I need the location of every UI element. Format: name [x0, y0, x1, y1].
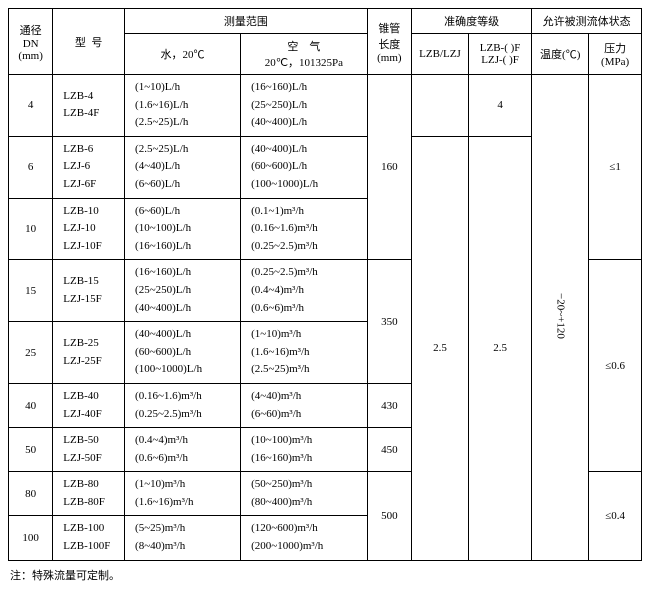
cell-air: (10~100)m³/h(16~160)m³/h: [241, 428, 368, 472]
th-model: 型 号: [53, 9, 125, 75]
cell-dn: 4: [9, 75, 53, 137]
th-dn: 通径DN(mm): [9, 9, 53, 75]
cell-water: (0.4~4)m³/h(0.6~6)m³/h: [125, 428, 241, 472]
cell-press: ≤0.6: [589, 260, 642, 472]
table-row: 4 LZB-4LZB-4F (1~10)L/h(1.6~16)L/h(2.5~2…: [9, 75, 642, 137]
cell-dn: 6: [9, 136, 53, 198]
th-length: 锥管长度(mm): [367, 9, 411, 75]
cell-length: 160: [367, 75, 411, 260]
cell-models: LZB-100LZB-100F: [53, 516, 125, 560]
cell-air: (0.1~1)m³/h(0.16~1.6)m³/h(0.25~2.5)m³/h: [241, 198, 368, 260]
cell-models: LZB-15LZJ-15F: [53, 260, 125, 322]
th-accuracy: 准确度等级: [411, 9, 531, 34]
cell-air: (0.25~2.5)m³/h(0.4~4)m³/h(0.6~6)m³/h: [241, 260, 368, 322]
cell-dn: 50: [9, 428, 53, 472]
cell-models: LZB-4LZB-4F: [53, 75, 125, 137]
cell-air: (50~250)m³/h(80~400)m³/h: [241, 472, 368, 516]
th-acc1: LZB/LZJ: [411, 34, 468, 75]
cell-models: LZB-25LZJ-25F: [53, 322, 125, 384]
th-acc2: LZB-( )FLZJ-( )F: [468, 34, 531, 75]
cell-water: (1~10)m³/h(1.6~16)m³/h: [125, 472, 241, 516]
th-press: 压力(MPa): [589, 34, 642, 75]
cell-length: 430: [367, 383, 411, 427]
spec-table: 通径DN(mm) 型 号 测量范围 锥管长度(mm) 准确度等级 允许被测流体状…: [8, 8, 642, 561]
cell-water: (6~60)L/h(10~100)L/h(16~160)L/h: [125, 198, 241, 260]
cell-models: LZB-6LZJ-6LZJ-6F: [53, 136, 125, 198]
cell-models: LZB-80LZB-80F: [53, 472, 125, 516]
cell-acc2: 2.5: [468, 136, 531, 560]
cell-dn: 15: [9, 260, 53, 322]
th-temp: 温度(℃): [532, 34, 589, 75]
th-air: 空 气20℃，101325Pa: [241, 34, 368, 75]
cell-acc1-blank: [411, 75, 468, 137]
cell-models: LZB-40LZJ-40F: [53, 383, 125, 427]
cell-length: 450: [367, 428, 411, 472]
cell-models: LZB-50LZJ-50F: [53, 428, 125, 472]
cell-water: (5~25)m³/h(8~40)m³/h: [125, 516, 241, 560]
cell-length: 350: [367, 260, 411, 384]
cell-air: (40~400)L/h(60~600)L/h(100~1000)L/h: [241, 136, 368, 198]
cell-air: (120~600)m³/h(200~1000)m³/h: [241, 516, 368, 560]
cell-length: 500: [367, 472, 411, 560]
cell-air: (16~160)L/h(25~250)L/h(40~400)L/h: [241, 75, 368, 137]
th-fluid: 允许被测流体状态: [532, 9, 642, 34]
cell-water: (16~160)L/h(25~250)L/h(40~400)L/h: [125, 260, 241, 322]
cell-models: LZB-10LZJ-10LZJ-10F: [53, 198, 125, 260]
cell-water: (1~10)L/h(1.6~16)L/h(2.5~25)L/h: [125, 75, 241, 137]
cell-acc1: 2.5: [411, 136, 468, 560]
th-range: 测量范围: [125, 9, 368, 34]
cell-dn: 100: [9, 516, 53, 560]
cell-air: (1~10)m³/h(1.6~16)m³/h(2.5~25)m³/h: [241, 322, 368, 384]
cell-water: (40~400)L/h(60~600)L/h(100~1000)L/h: [125, 322, 241, 384]
cell-acc2: 4: [468, 75, 531, 137]
cell-press: ≤0.4: [589, 472, 642, 560]
cell-dn: 25: [9, 322, 53, 384]
cell-temp: −20~+120: [532, 75, 589, 561]
cell-dn: 10: [9, 198, 53, 260]
cell-air: (4~40)m³/h(6~60)m³/h: [241, 383, 368, 427]
cell-press: ≤1: [589, 75, 642, 260]
cell-water: (2.5~25)L/h(4~40)L/h(6~60)L/h: [125, 136, 241, 198]
cell-dn: 80: [9, 472, 53, 516]
cell-water: (0.16~1.6)m³/h(0.25~2.5)m³/h: [125, 383, 241, 427]
th-water: 水，20℃: [125, 34, 241, 75]
cell-dn: 40: [9, 383, 53, 427]
footnote: 注：特殊流量可定制。: [8, 567, 642, 583]
